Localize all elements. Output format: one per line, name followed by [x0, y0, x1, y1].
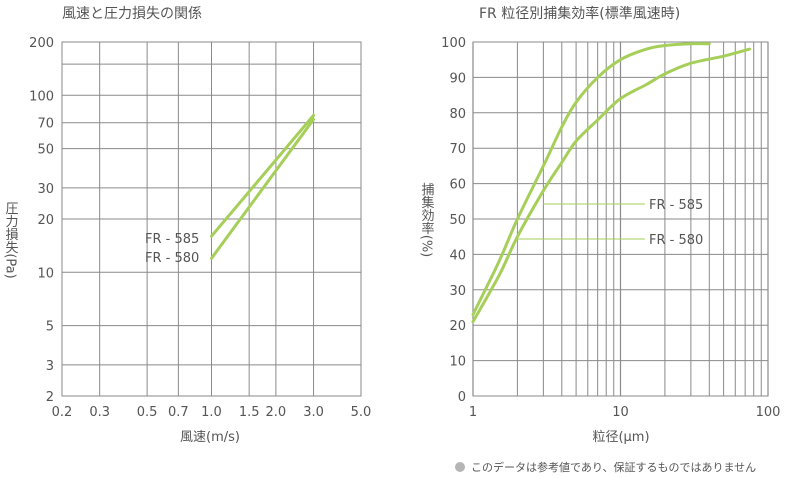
footnote: このデータは参考値であり、保証するものではありません	[455, 459, 756, 475]
left-x-tick-label: 3.0	[303, 405, 324, 420]
right-y-tick-label: 10	[449, 355, 466, 370]
left-y-tick-label: 20	[37, 213, 54, 228]
right-y-tick-label: 30	[449, 284, 466, 299]
right-x-tick-labels: 1 10 100	[469, 405, 781, 420]
collection-efficiency-chart: FR 粒径別捕集効率(標準風速時) 1 10 100 0 10 20 30 40 50 60 70…	[419, 5, 781, 445]
right-y-tick-label: 0	[458, 390, 466, 405]
right-y-tick-label: 60	[449, 178, 466, 193]
right-y-tick-label: 100	[441, 36, 466, 51]
right-y-tick-label: 50	[449, 213, 466, 228]
left-x-tick-labels: 0.2 0.3 0.5 0.7 1.0 1.5 2.0 3.0 5.0	[52, 405, 372, 420]
right-x-tick-label: 1	[469, 405, 477, 420]
left-grid	[61, 41, 362, 397]
left-y-tick-label: 100	[29, 89, 54, 104]
right-series-line-580	[471, 47, 752, 324]
left-y-tick-label: 50	[37, 143, 54, 158]
right-x-tick-label: 100	[756, 405, 781, 420]
right-series-label-580: FR - 580	[649, 233, 703, 248]
left-y-tick-label: 3	[46, 359, 54, 374]
left-x-tick-label: 0.3	[89, 405, 110, 420]
left-y-tick-label: 30	[37, 182, 54, 197]
left-x-tick-label: 2.0	[266, 405, 287, 420]
left-series-line-580	[210, 118, 315, 260]
right-y-tick-label: 80	[449, 107, 466, 122]
right-chart-title: FR 粒径別捕集効率(標準風速時)	[479, 5, 680, 22]
pressure-loss-chart: 風速と圧力損失の関係 0.2 0.3 0.5 0.7 1.0 1.5 2.0 3.0 5.0 2…	[3, 6, 372, 445]
left-y-tick-label: 200	[29, 36, 54, 51]
right-y-axis-label: 捕集効率(%)	[419, 182, 435, 257]
left-chart-title: 風速と圧力損失の関係	[62, 6, 202, 22]
left-x-tick-label: 0.7	[168, 405, 189, 420]
right-y-tick-label: 90	[449, 71, 466, 86]
left-y-tick-label: 10	[37, 266, 54, 281]
left-x-tick-label: 5.0	[351, 405, 372, 420]
right-x-tick-label: 10	[612, 405, 629, 420]
left-y-tick-label: 2	[46, 390, 54, 405]
left-y-tick-label: 70	[37, 117, 54, 132]
left-plot-frame	[61, 41, 362, 397]
right-y-tick-labels: 0 10 20 30 40 50 60 70 80 90 100	[441, 36, 466, 405]
left-x-axis-label: 風速(m/s)	[180, 430, 240, 445]
right-y-tick-label: 20	[449, 319, 466, 334]
right-plot-frame	[472, 41, 769, 397]
left-y-tick-label: 5	[46, 320, 54, 335]
left-x-tick-label: 0.2	[52, 405, 73, 420]
left-series-lines	[210, 113, 315, 260]
right-series-label-585: FR - 585	[649, 198, 703, 213]
left-x-tick-label: 0.5	[137, 405, 158, 420]
left-x-tick-label: 1.5	[239, 405, 260, 420]
right-y-tick-label: 70	[449, 142, 466, 157]
right-x-axis-label: 粒径(μm)	[592, 430, 649, 445]
footnote-text: このデータは参考値であり、保証するものではありません	[471, 461, 757, 474]
left-series-line-585	[210, 113, 315, 238]
left-y-tick-labels: 2 3 5 10 20 30 50 70 100 200	[29, 36, 54, 405]
right-y-tick-label: 40	[449, 248, 466, 263]
left-series-label-585: FR - 585	[145, 232, 199, 247]
right-series-line-585	[471, 42, 711, 317]
left-x-tick-label: 1.0	[201, 405, 222, 420]
bullet-icon	[455, 462, 465, 472]
left-y-axis-label: 圧力損失(Pa)	[3, 201, 19, 278]
right-series-lines	[471, 42, 752, 324]
left-series-label-580: FR - 580	[145, 251, 199, 266]
